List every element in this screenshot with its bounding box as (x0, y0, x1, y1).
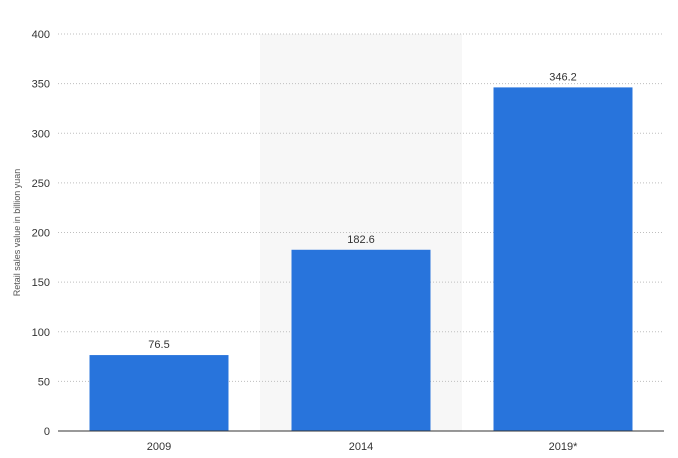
data-label: 76.5 (148, 339, 169, 351)
y-axis-ticks: 0 50 100 150 200 250 300 350 400 (32, 29, 50, 438)
y-tick-label: 200 (32, 228, 50, 240)
y-tick-label: 50 (38, 376, 50, 388)
x-tick-label: 2009 (147, 441, 171, 453)
data-label: 182.6 (347, 234, 375, 246)
y-tick-label: 100 (32, 327, 50, 339)
y-tick-label: 250 (32, 178, 50, 190)
x-tick-label: 2014 (349, 441, 373, 453)
x-tick-label: 2019* (549, 441, 578, 453)
y-tick-label: 0 (44, 426, 50, 438)
y-tick-label: 400 (32, 29, 50, 41)
y-tick-label: 350 (32, 79, 50, 91)
data-label: 346.2 (549, 71, 577, 83)
y-axis-title: Retail sales value in billion yuan (12, 169, 22, 297)
y-tick-label: 150 (32, 277, 50, 289)
bar-2014 (291, 249, 431, 431)
bar-2009 (89, 355, 229, 431)
data-labels: 76.5 182.6 346.2 (148, 71, 576, 351)
bars (89, 87, 633, 432)
bar-2019 (493, 87, 633, 432)
x-axis-ticks: 2009 2014 2019* (147, 441, 578, 453)
y-tick-label: 300 (32, 128, 50, 140)
